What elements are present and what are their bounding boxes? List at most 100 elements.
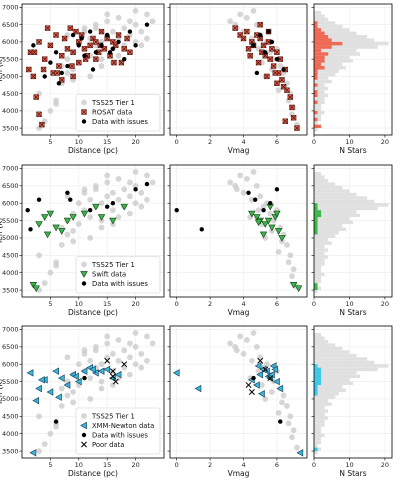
data-point <box>104 18 111 25</box>
data-point <box>61 35 68 42</box>
x-tick-label: 2 <box>208 300 212 308</box>
data-point-cross <box>26 66 32 73</box>
data-point-cross <box>44 25 51 31</box>
data-point-cross <box>59 53 65 59</box>
data-point <box>248 389 255 395</box>
data-point-cross <box>274 49 280 55</box>
histogram-bar <box>314 234 336 238</box>
data-point <box>194 384 202 393</box>
data-point <box>132 21 139 28</box>
data-point <box>257 193 264 200</box>
data-point <box>275 248 282 255</box>
histogram-bar <box>314 265 322 270</box>
data-point <box>58 402 65 409</box>
legend-marker <box>80 271 88 278</box>
data-point-cross <box>61 35 68 42</box>
histogram-bar <box>314 128 318 132</box>
data-point <box>172 369 180 377</box>
data-point <box>81 25 88 32</box>
legend-label: Data with issues <box>92 431 148 439</box>
data-point <box>114 370 122 379</box>
data-point <box>104 357 111 364</box>
data-point <box>174 207 179 213</box>
data-point-cross <box>265 39 272 45</box>
data-point <box>28 227 33 232</box>
x-tick-label: 10 <box>345 461 353 469</box>
x-tick-label: 10 <box>75 300 83 308</box>
data-point <box>144 172 150 179</box>
histogram-bar <box>314 346 343 351</box>
histogram-bar <box>314 255 329 259</box>
data-point <box>289 281 298 289</box>
legend-label: TSS25 Tier 1 <box>91 261 135 269</box>
histogram-bar <box>314 286 322 291</box>
data-point <box>251 375 256 381</box>
histogram-bar <box>314 269 322 273</box>
data-point <box>36 39 42 45</box>
data-point <box>124 35 130 42</box>
legend-marker <box>81 281 87 286</box>
data-point <box>274 56 280 62</box>
data-point <box>133 187 138 192</box>
data-point-cross <box>93 39 99 45</box>
data-point <box>258 32 263 38</box>
data-point <box>31 49 38 55</box>
histogram-bar <box>314 231 339 235</box>
y-tick-label: 6000 <box>2 199 19 207</box>
data-point <box>59 53 65 59</box>
data-point <box>144 181 150 187</box>
plot-area <box>170 326 307 458</box>
data-point <box>273 210 281 218</box>
data-point <box>48 60 53 65</box>
data-point <box>104 172 111 179</box>
histogram-bar <box>314 371 357 375</box>
y-tick-label: 3500 <box>2 286 19 294</box>
histogram-bar <box>314 224 318 228</box>
x-axis-label: Vmag <box>228 146 250 155</box>
histogram-bar <box>314 385 318 389</box>
y-tick-label: 7000 <box>2 4 19 12</box>
data-point <box>253 182 260 189</box>
data-point <box>110 46 116 52</box>
histogram-bar <box>314 171 322 176</box>
histogram-bar <box>314 332 322 337</box>
data-point <box>262 396 269 402</box>
histogram-bar <box>314 364 318 368</box>
histogram-bar <box>314 283 318 287</box>
data-point <box>98 28 105 35</box>
y-tick-label: 3500 <box>2 124 19 132</box>
x-tick-label: 0 <box>175 138 179 146</box>
data-point-cross <box>111 59 117 66</box>
histogram-bar <box>314 10 322 15</box>
data-point <box>290 427 297 434</box>
data-point-cross <box>272 70 278 76</box>
data-point <box>294 285 303 293</box>
data-point <box>278 235 286 242</box>
data-point <box>122 56 127 62</box>
legend-label: TSS25 Tier 1 <box>91 99 135 107</box>
data-point <box>32 396 40 405</box>
histogram-bar <box>314 378 350 382</box>
data-point-cross <box>87 42 93 48</box>
y-axis-label: Teff (K) <box>0 56 4 83</box>
data-point <box>250 7 257 14</box>
histogram-bar <box>314 364 389 368</box>
data-point <box>254 362 262 370</box>
histogram-bar <box>314 24 343 29</box>
histogram-bar <box>314 66 346 70</box>
data-point <box>64 193 71 200</box>
data-point <box>240 350 247 357</box>
data-point <box>232 343 239 350</box>
histogram-bar <box>314 185 343 190</box>
data-point <box>149 179 156 186</box>
data-point-cross <box>294 125 300 131</box>
data-point <box>275 87 282 94</box>
histogram-bar <box>314 272 325 277</box>
data-point <box>250 169 257 175</box>
x-axis-label: N Stars <box>339 146 366 155</box>
data-point <box>255 368 262 375</box>
series-xmm-newton-data <box>26 363 122 457</box>
data-point <box>115 336 122 343</box>
data-point <box>58 385 65 392</box>
series-rosat-data <box>232 21 300 131</box>
